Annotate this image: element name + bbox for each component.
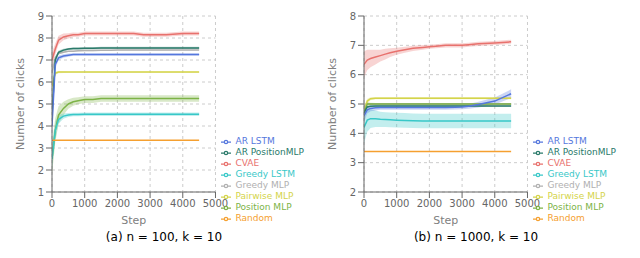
html-text:Pairwise MLP: Pairwise MLP [235, 191, 294, 201]
svg-text:2000: 2000 [417, 198, 442, 209]
svg-text:4000: 4000 [170, 198, 195, 209]
svg-text:2000: 2000 [105, 198, 130, 209]
html-text:Position MLP: Position MLP [235, 202, 292, 212]
svg-text:3: 3 [350, 157, 356, 168]
html-text:Pairwise MLP: Pairwise MLP [547, 191, 606, 201]
html-text:AR LSTM: AR LSTM [547, 136, 587, 146]
svg-text:4: 4 [350, 128, 356, 139]
svg-text:Number of clicks: Number of clicks [14, 58, 27, 150]
svg-text:6: 6 [350, 69, 356, 80]
svg-text:3000: 3000 [137, 198, 162, 209]
html-text:Greedy LSTM: Greedy LSTM [547, 169, 607, 179]
html-text:Random: Random [547, 213, 585, 223]
html-text:Greedy MLP: Greedy MLP [547, 180, 602, 190]
svg-text:8: 8 [350, 11, 356, 22]
svg-text:2: 2 [350, 187, 356, 198]
svg-text:9: 9 [38, 11, 44, 22]
html-text:AR LSTM: AR LSTM [235, 136, 275, 146]
html-text:Position MLP: Position MLP [547, 202, 604, 212]
svg-text:Step: Step [433, 214, 458, 227]
svg-text:5: 5 [350, 99, 356, 110]
svg-text:6: 6 [38, 77, 44, 88]
svg-text:5000: 5000 [203, 198, 228, 209]
svg-text:2: 2 [38, 165, 44, 176]
svg-text:3: 3 [38, 143, 44, 154]
html-text:(b) n = 1000, k = 10: (b) n = 1000, k = 10 [413, 230, 539, 244]
html-text:CVAE: CVAE [547, 158, 572, 168]
svg-text:7: 7 [38, 55, 44, 66]
svg-text:5: 5 [38, 99, 44, 110]
svg-text:7: 7 [350, 40, 356, 51]
svg-text:0: 0 [361, 198, 367, 209]
svg-text:Number of clicks: Number of clicks [326, 58, 339, 150]
html-text:AR PositionMLP: AR PositionMLP [547, 147, 616, 157]
svg-text:Step: Step [121, 214, 146, 227]
html-text:Greedy LSTM: Greedy LSTM [235, 169, 295, 179]
svg-text:1000: 1000 [72, 198, 97, 209]
svg-text:4000: 4000 [482, 198, 507, 209]
svg-text:0: 0 [49, 198, 55, 209]
html-text:Greedy MLP: Greedy MLP [235, 180, 290, 190]
html-text:CVAE: CVAE [235, 158, 260, 168]
svg-text:1: 1 [38, 187, 44, 198]
svg-text:4: 4 [38, 121, 44, 132]
html-text:(a) n = 100, k = 10: (a) n = 100, k = 10 [105, 230, 223, 244]
html-text:Random: Random [235, 213, 273, 223]
svg-text:8: 8 [38, 33, 44, 44]
svg-text:5000: 5000 [515, 198, 540, 209]
html-text:AR PositionMLP: AR PositionMLP [235, 147, 304, 157]
svg-text:1000: 1000 [384, 198, 409, 209]
svg-text:3000: 3000 [449, 198, 474, 209]
